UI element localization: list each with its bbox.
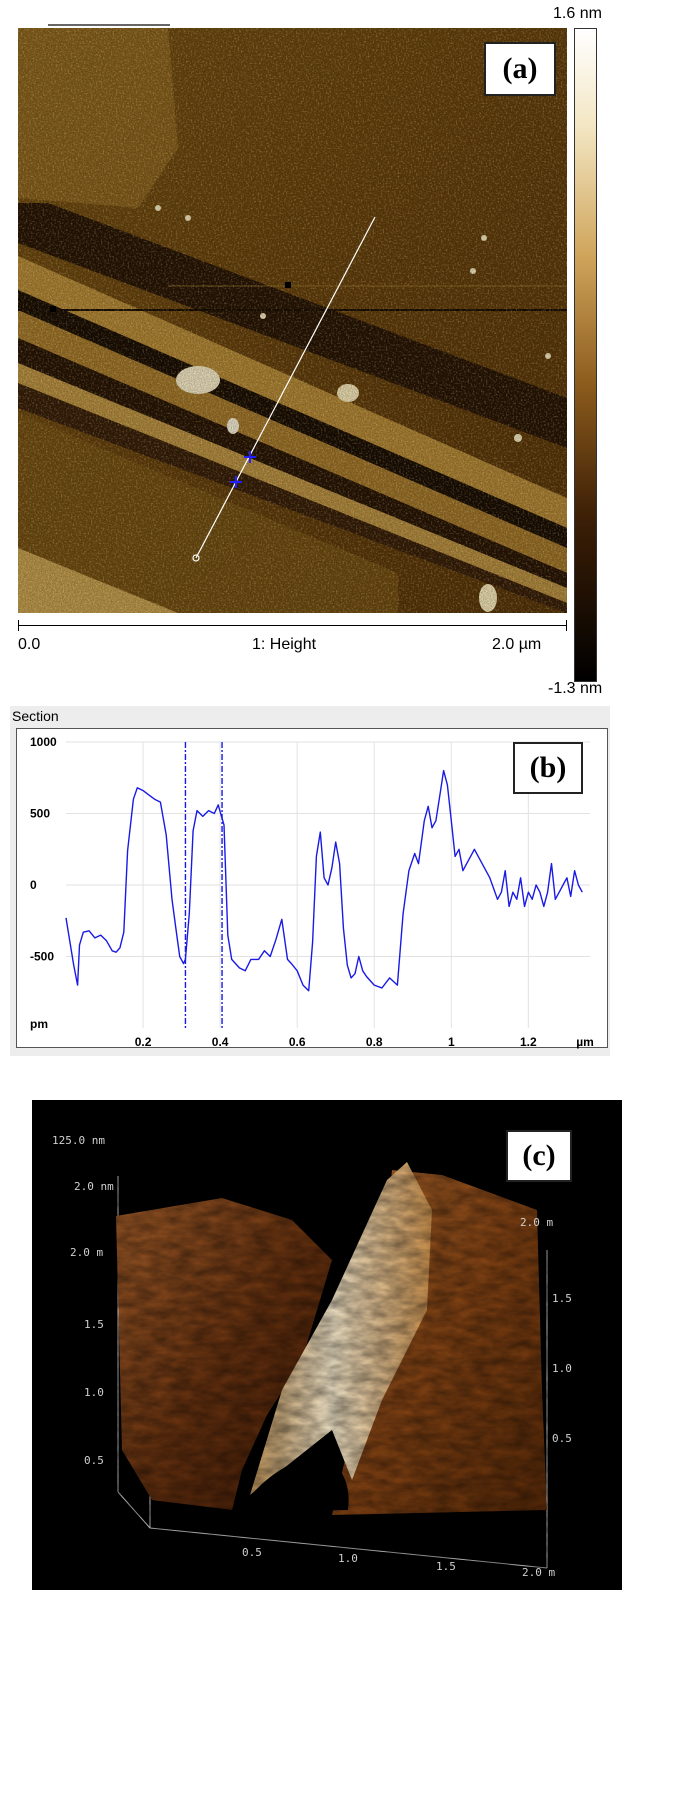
bottom-tick-1: 0.5	[242, 1546, 262, 1559]
x-tick-label-3: 0.8	[366, 1035, 383, 1049]
axis-tick-right	[566, 620, 567, 631]
y-tick-label-3: -500	[30, 950, 54, 964]
panel-a: (a) 1.6 nm -1.3 nm 0.0 1: Height 2.0 µm	[0, 0, 699, 700]
profile-series-line-0	[65, 769, 583, 992]
scale-bar	[48, 24, 170, 26]
colorbar-min-label: -1.3 nm	[548, 680, 603, 697]
y-tick-label-0: 1000	[30, 735, 57, 749]
x-tick-label-5: 1.2	[520, 1035, 537, 1049]
right-tick-3: 0.5	[552, 1432, 572, 1445]
cursor-marker-2[interactable]	[230, 476, 242, 488]
z-tick-label: 2.0 nm	[74, 1180, 114, 1193]
y-tick-label-1: 500	[30, 807, 50, 821]
x-tick-label-1: 0.4	[212, 1035, 229, 1049]
panel-b-label: (b)	[513, 742, 583, 794]
panel-a-label: (a)	[484, 42, 556, 96]
section-line[interactable]	[195, 216, 376, 559]
y-tick-label-2: 0	[30, 878, 37, 892]
afm-height-image	[18, 28, 567, 613]
y-unit-label: pm	[30, 1017, 48, 1031]
left-axis-top-label: 2.0 m	[70, 1246, 104, 1259]
colorbar-max-label: 1.6 nm	[553, 5, 602, 22]
section-line-start-marker[interactable]	[192, 554, 200, 562]
x-tick-label-2: 0.6	[289, 1035, 306, 1049]
x-unit-label: µm	[576, 1035, 594, 1049]
section-header: Section	[12, 708, 59, 724]
x-scale-axis	[18, 625, 567, 626]
bottom-tick-3: 1.5	[436, 1560, 456, 1573]
bottom-tick-4: 2.0 m	[522, 1566, 556, 1579]
left-tick-2: 1.0	[84, 1386, 104, 1399]
x-tick-label-4: 1	[448, 1035, 455, 1049]
left-tick-1: 1.5	[84, 1318, 104, 1331]
axis-tick-left	[18, 620, 19, 631]
right-tick-1: 1.5	[552, 1292, 572, 1305]
section-profile-chart: 0.2 0.4 0.6 0.8 1 1.2 1000 500 0 -500 pm µm	[30, 735, 594, 1049]
bottom-tick-2: 1.0	[338, 1552, 358, 1565]
section-plot-frame	[16, 728, 608, 1048]
x-start-label: 0.0	[18, 636, 41, 653]
right-axis-top-label: 2.0 m	[520, 1216, 554, 1229]
left-tick-3: 0.5	[84, 1454, 104, 1467]
right-tick-2: 1.0	[552, 1362, 572, 1375]
panel-c-label: (c)	[506, 1130, 572, 1182]
panel-b: Section 0.2 0.4 0.6 0.8 1 1.2 1000 500 0 -500 pm µm…	[10, 706, 610, 1056]
height-colorbar	[574, 28, 597, 682]
panel-c: (c) 125.0 nm 2.0 nm 2.0 m 2.0 m 1.5 1.0 …	[32, 1100, 622, 1590]
z-scale-label: 125.0 nm	[52, 1134, 105, 1147]
x-tick-label-0: 0.2	[135, 1035, 152, 1049]
channel-label: 1: Height	[252, 636, 317, 653]
x-end-label: 2.0 µm	[492, 636, 542, 653]
cursor-marker-1[interactable]	[244, 451, 256, 463]
